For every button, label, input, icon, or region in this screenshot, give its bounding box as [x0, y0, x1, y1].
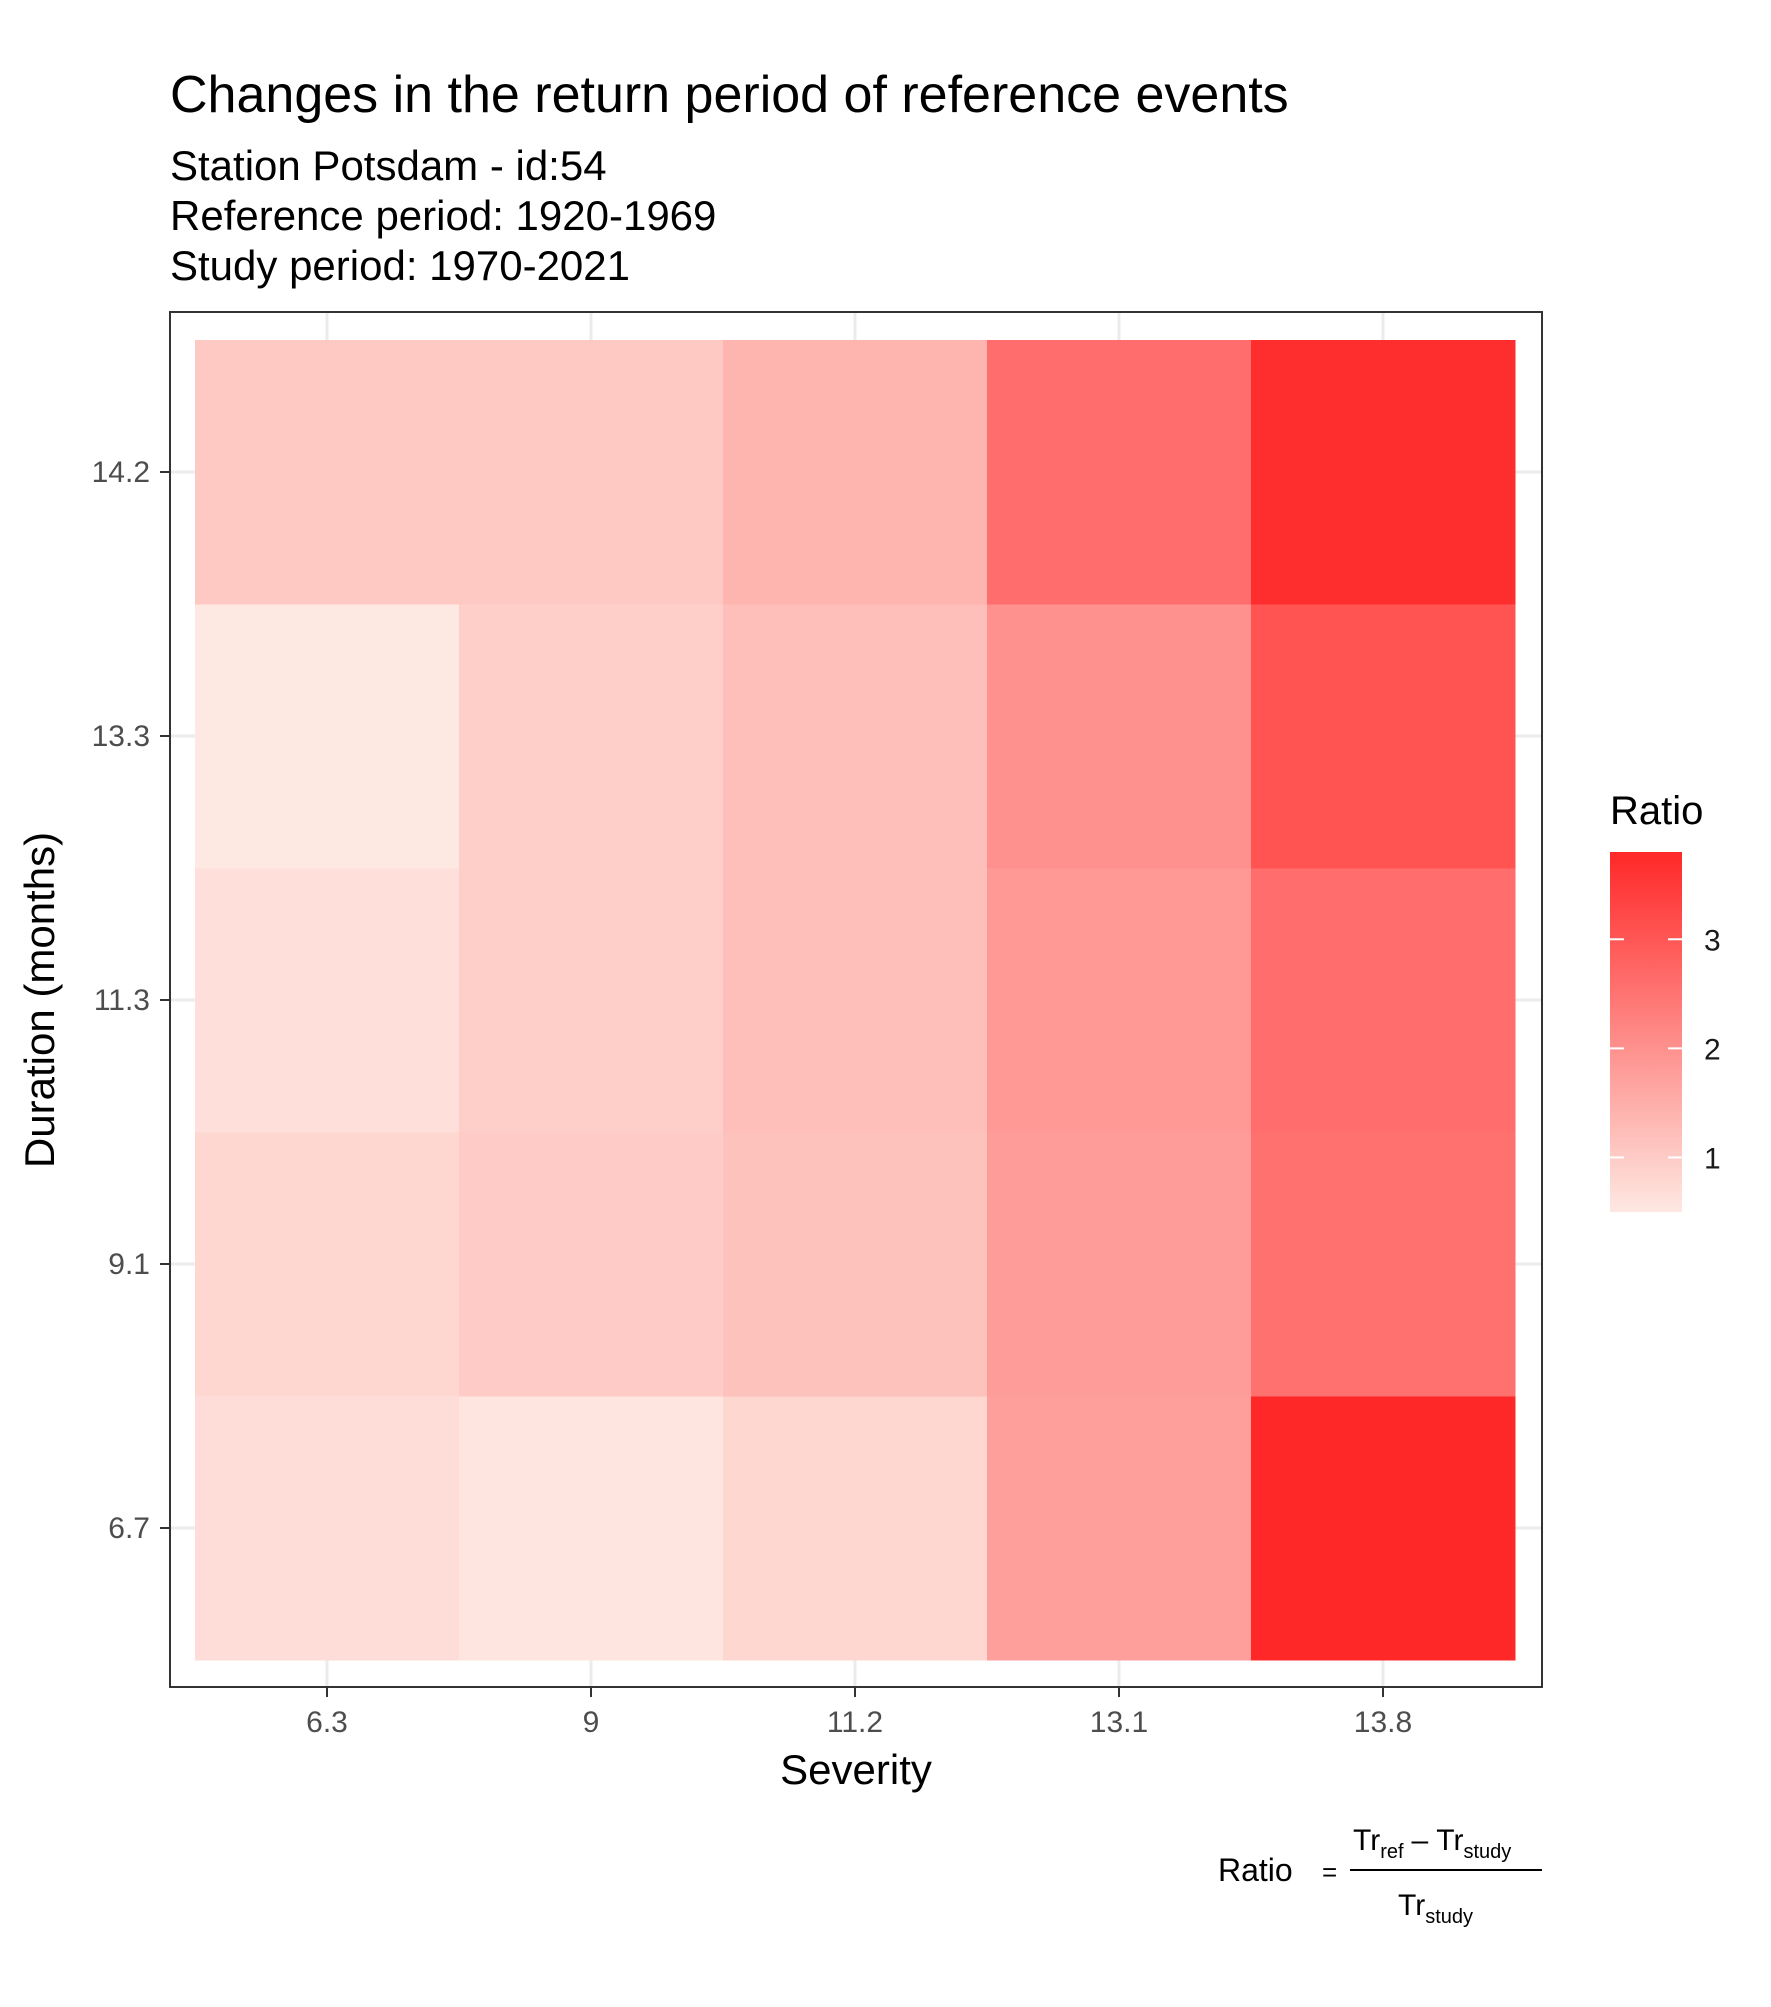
heatmap-cell — [723, 1132, 988, 1397]
heatmap-cell — [1251, 1396, 1516, 1661]
legend-tick-label: 2 — [1704, 1033, 1721, 1066]
chart-subtitle-station: Station Potsdam - id:54 — [170, 142, 607, 189]
formula-denominator: Trstudy — [1398, 1889, 1473, 1928]
chart-title: Changes in the return period of referenc… — [170, 66, 1289, 124]
heatmap-cell — [723, 1396, 988, 1661]
heatmap-cell — [195, 1132, 460, 1397]
x-tick-label: 9 — [583, 1706, 600, 1739]
y-tick-label: 6.7 — [108, 1512, 150, 1545]
heatmap-cell — [987, 868, 1252, 1133]
x-tick-label: 13.8 — [1354, 1706, 1412, 1739]
heatmap-cell — [459, 868, 724, 1133]
heatmap-cell — [723, 604, 988, 869]
chart-subtitle-reference-period: Reference period: 1920-1969 — [170, 192, 716, 239]
heatmap-cell — [723, 340, 988, 605]
x-tick-label: 13.1 — [1090, 1706, 1148, 1739]
heatmap-cell — [459, 1132, 724, 1397]
legend-title: Ratio — [1610, 789, 1703, 833]
legend-tick-label: 3 — [1704, 924, 1721, 957]
heatmap-cell — [195, 1396, 460, 1661]
y-tick-label: 9.1 — [108, 1248, 150, 1281]
ratio-formula-caption: Ratio = Trref – Trstudy Trstudy — [1218, 1824, 1542, 1928]
heatmap-cell — [1251, 340, 1516, 605]
heatmap-cell — [459, 1396, 724, 1661]
heatmap-cell — [1251, 1132, 1516, 1397]
heatmap-cell — [195, 604, 460, 869]
heatmap-cell — [987, 340, 1252, 605]
legend-colorbar — [1610, 852, 1682, 1212]
color-legend: Ratio 1 2 3 — [1610, 789, 1721, 1212]
legend-ticks: 1 2 3 — [1610, 924, 1721, 1175]
formula-numerator: Trref – Trstudy — [1353, 1824, 1511, 1863]
y-axis-ticks: 6.7 9.1 11.3 13.3 14.2 — [92, 456, 170, 1545]
heatmap-cell — [1251, 604, 1516, 869]
heatmap-cell — [195, 868, 460, 1133]
formula-equals: = — [1322, 1857, 1337, 1887]
heatmap-cell — [1251, 868, 1516, 1133]
heatmap-cell — [459, 604, 724, 869]
x-axis-title: Severity — [780, 1746, 932, 1793]
x-axis-ticks: 6.3 9 11.2 13.1 13.8 — [306, 1687, 1412, 1739]
y-axis-title: Duration (months) — [16, 832, 63, 1168]
y-tick-label: 11.3 — [94, 984, 150, 1017]
x-tick-label: 6.3 — [306, 1706, 348, 1739]
heatmap-cell — [195, 340, 460, 605]
heatmap-cell — [723, 868, 988, 1133]
formula-lhs: Ratio — [1218, 1852, 1293, 1888]
heatmap-cells — [195, 340, 1516, 1661]
y-tick-label: 14.2 — [92, 456, 150, 489]
y-tick-label: 13.3 — [92, 720, 150, 753]
heatmap-cell — [459, 340, 724, 605]
x-tick-label: 11.2 — [827, 1706, 883, 1739]
legend-tick-label: 1 — [1704, 1142, 1721, 1175]
heatmap-cell — [987, 1396, 1252, 1661]
heatmap-cell — [987, 604, 1252, 869]
chart-subtitle-study-period: Study period: 1970-2021 — [170, 242, 630, 289]
heatmap-cell — [987, 1132, 1252, 1397]
